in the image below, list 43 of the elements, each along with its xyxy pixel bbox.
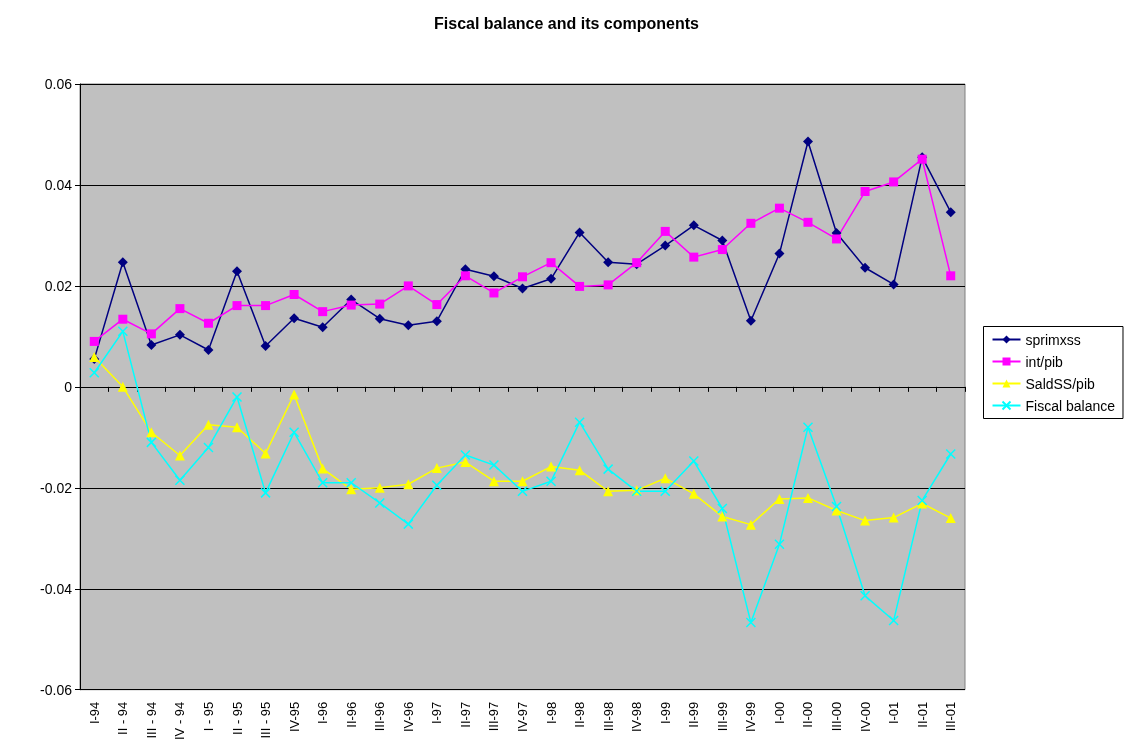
x-tick-label: III-97 bbox=[486, 701, 502, 732]
x-tick-label: III - 94 bbox=[143, 701, 159, 739]
chart-title: Fiscal balance and its components bbox=[434, 14, 700, 32]
y-tick-label: -0.04 bbox=[40, 580, 73, 597]
x-tick-label: I-96 bbox=[315, 701, 331, 725]
x-tick-label: III-01 bbox=[943, 701, 959, 732]
x-tick-label: IV - 94 bbox=[172, 701, 188, 740]
legend-label: sprimxss bbox=[1025, 331, 1081, 348]
x-tick-label: IV-97 bbox=[515, 701, 530, 733]
y-tick-label: 0.06 bbox=[44, 76, 73, 92]
x-tick-label: II-00 bbox=[800, 701, 816, 728]
x-tick-label: III-98 bbox=[600, 701, 616, 732]
legend-label: Fiscal balance bbox=[1025, 397, 1116, 414]
x-tick-label: I-01 bbox=[886, 701, 902, 725]
x-tick-label: I-99 bbox=[657, 701, 673, 725]
x-tick-label: IV-96 bbox=[400, 701, 416, 733]
x-tick-label: I-97 bbox=[429, 701, 445, 725]
x-tick-label: IV-99 bbox=[743, 701, 759, 733]
x-tick-label: II - 95 bbox=[229, 701, 245, 735]
x-tick-label: II-01 bbox=[914, 701, 930, 728]
y-tick-label: -0.02 bbox=[40, 479, 73, 496]
x-tick-label: II - 94 bbox=[115, 701, 131, 735]
x-tick-label: III-00 bbox=[829, 701, 845, 732]
x-tick-label: I - 95 bbox=[200, 701, 216, 732]
x-tick-label: IV-98 bbox=[629, 701, 645, 733]
legend-label: SaldSS/pib bbox=[1025, 375, 1095, 392]
x-tick-label: II-97 bbox=[457, 701, 473, 728]
x-tick-label: IV-00 bbox=[857, 701, 873, 733]
x-tick-label: III-99 bbox=[714, 701, 730, 732]
x-tick-label: IV-95 bbox=[286, 701, 302, 733]
x-tick-label: II-96 bbox=[343, 701, 359, 728]
legend-label: int/pib bbox=[1025, 353, 1064, 370]
x-tick-label: II-98 bbox=[572, 701, 588, 728]
y-tick-label: -0.06 bbox=[40, 681, 73, 698]
y-tick-label: 0 bbox=[64, 378, 73, 395]
x-tick-label: II-99 bbox=[686, 701, 702, 728]
x-tick-label: I-94 bbox=[86, 701, 102, 725]
x-tick-label: I-00 bbox=[771, 701, 787, 725]
y-tick-label: 0.04 bbox=[44, 176, 73, 193]
x-tick-label: III - 95 bbox=[258, 701, 274, 739]
x-tick-label: III-96 bbox=[372, 701, 388, 732]
y-tick-label: 0.02 bbox=[44, 277, 73, 294]
x-tick-label: I-98 bbox=[543, 701, 559, 725]
